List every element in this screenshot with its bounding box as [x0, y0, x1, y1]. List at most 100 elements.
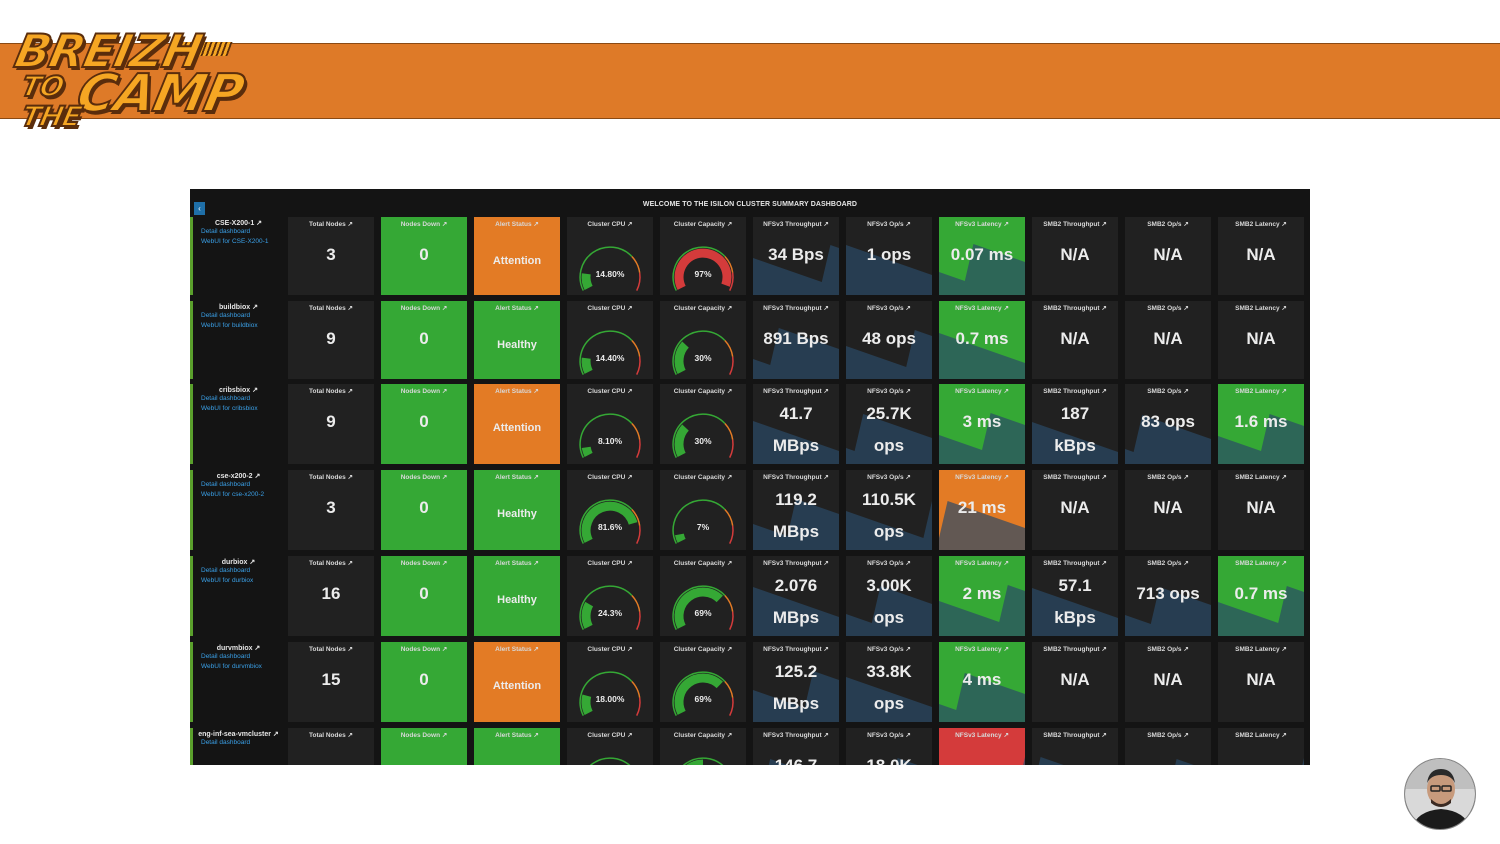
nfs-latency-panel[interactable]: 21 ms NFSv3 Latency ↗ [939, 470, 1025, 550]
nfs-ops-panel[interactable]: 1 ops NFSv3 Op/s ↗ [846, 217, 932, 295]
webui-link[interactable]: WebUI for buildbiox [201, 322, 258, 329]
total-nodes-panel[interactable]: 3 Total Nodes ↗ [288, 217, 374, 295]
alert-status-panel[interactable]: Attention Alert Status ↗ [474, 384, 560, 464]
cluster-capacity-panel[interactable]: Cluster Capacity ↗ [660, 728, 746, 765]
smb-latency-panel[interactable]: SMB2 Latency ↗ [1218, 728, 1304, 765]
total-nodes-panel[interactable]: Total Nodes ↗ [288, 728, 374, 765]
alert-status-panel[interactable]: Attention Alert Status ↗ [474, 217, 560, 295]
smb-latency-panel[interactable]: N/A SMB2 Latency ↗ [1218, 301, 1304, 379]
smb-latency-panel[interactable]: N/A SMB2 Latency ↗ [1218, 217, 1304, 295]
nfs-ops-panel[interactable]: 3.00K ops NFSv3 Op/s ↗ [846, 556, 932, 636]
alert-status-panel[interactable]: Healthy Alert Status ↗ [474, 470, 560, 550]
nfs-ops-panel[interactable]: 110.5K ops NFSv3 Op/s ↗ [846, 470, 932, 550]
total-nodes-panel[interactable]: 9 Total Nodes ↗ [288, 384, 374, 464]
nfs-latency-panel[interactable]: NFSv3 Latency ↗ [939, 728, 1025, 765]
smb-throughput-panel[interactable]: N/A SMB2 Throughput ↗ [1032, 642, 1118, 722]
nodes-down-panel[interactable]: Nodes Down ↗ [381, 728, 467, 765]
smb-ops-panel[interactable]: N/A SMB2 Op/s ↗ [1125, 470, 1211, 550]
cluster-cpu-panel[interactable]: 81.6% Cluster CPU ↗ [567, 470, 653, 550]
cluster-cpu-panel[interactable]: 18.00% Cluster CPU ↗ [567, 642, 653, 722]
nodes-down-panel[interactable]: 0 Nodes Down ↗ [381, 384, 467, 464]
nfs-ops-panel[interactable]: 25.7K ops NFSv3 Op/s ↗ [846, 384, 932, 464]
total-nodes-panel[interactable]: 9 Total Nodes ↗ [288, 301, 374, 379]
cluster-name[interactable]: eng-inf-sea-vmcluster ↗ [198, 731, 279, 738]
webui-link[interactable]: WebUI for CSE-X200-1 [201, 238, 269, 245]
total-nodes-panel[interactable]: 15 Total Nodes ↗ [288, 642, 374, 722]
smb-latency-panel[interactable]: 1.6 ms SMB2 Latency ↗ [1218, 384, 1304, 464]
smb-ops-panel[interactable]: SMB2 Op/s ↗ [1125, 728, 1211, 765]
alert-status-panel[interactable]: Attention Alert Status ↗ [474, 642, 560, 722]
smb-latency-panel[interactable]: 0.7 ms SMB2 Latency ↗ [1218, 556, 1304, 636]
total-nodes-panel[interactable]: 3 Total Nodes ↗ [288, 470, 374, 550]
cluster-name[interactable]: cse-x200-2 ↗ [216, 473, 261, 480]
nfs-throughput-panel[interactable]: 146.7 NFSv3 Throughput ↗ [753, 728, 839, 765]
panel-value: N/A [1060, 498, 1090, 517]
nodes-down-panel[interactable]: 0 Nodes Down ↗ [381, 470, 467, 550]
smb-ops-panel[interactable]: N/A SMB2 Op/s ↗ [1125, 642, 1211, 722]
smb-latency-panel[interactable]: N/A SMB2 Latency ↗ [1218, 470, 1304, 550]
detail-dashboard-link[interactable]: Detail dashboard [201, 395, 251, 402]
nfs-throughput-panel[interactable]: 125.2 MBps NFSv3 Throughput ↗ [753, 642, 839, 722]
alert-status-panel[interactable]: Healthy Alert Status ↗ [474, 556, 560, 636]
nodes-down-panel[interactable]: 0 Nodes Down ↗ [381, 642, 467, 722]
nfs-latency-panel[interactable]: 3 ms NFSv3 Latency ↗ [939, 384, 1025, 464]
webui-link[interactable]: WebUI for durvmbiox [201, 663, 262, 670]
detail-dashboard-link[interactable]: Detail dashboard [201, 228, 251, 235]
cluster-name[interactable]: durbiox ↗ [221, 559, 256, 566]
cluster-cpu-panel[interactable]: 24.3% Cluster CPU ↗ [567, 556, 653, 636]
cluster-capacity-panel[interactable]: 30% Cluster Capacity ↗ [660, 384, 746, 464]
cluster-name[interactable]: cribsbiox ↗ [219, 387, 258, 394]
nfs-ops-panel[interactable]: 18.0K NFSv3 Op/s ↗ [846, 728, 932, 765]
smb-ops-panel[interactable]: 83 ops SMB2 Op/s ↗ [1125, 384, 1211, 464]
nfs-latency-panel[interactable]: 0.7 ms NFSv3 Latency ↗ [939, 301, 1025, 379]
smb-ops-panel[interactable]: N/A SMB2 Op/s ↗ [1125, 301, 1211, 379]
detail-dashboard-link[interactable]: Detail dashboard [201, 739, 251, 746]
cluster-cpu-panel[interactable]: 14.40% Cluster CPU ↗ [567, 301, 653, 379]
smb-throughput-panel[interactable]: 57.1 kBps SMB2 Throughput ↗ [1032, 556, 1118, 636]
smb-throughput-panel[interactable]: SMB2 Throughput ↗ [1032, 728, 1118, 765]
smb-ops-panel[interactable]: N/A SMB2 Op/s ↗ [1125, 217, 1211, 295]
cluster-name[interactable]: durvmbiox ↗ [216, 645, 261, 652]
detail-dashboard-link[interactable]: Detail dashboard [201, 653, 251, 660]
nfs-throughput-panel[interactable]: 34 Bps NFSv3 Throughput ↗ [753, 217, 839, 295]
nfs-latency-panel[interactable]: 0.07 ms NFSv3 Latency ↗ [939, 217, 1025, 295]
webui-link[interactable]: WebUI for durbiox [201, 577, 254, 584]
cluster-name[interactable]: buildbiox ↗ [219, 304, 258, 311]
smb-throughput-panel[interactable]: N/A SMB2 Throughput ↗ [1032, 217, 1118, 295]
webui-link[interactable]: WebUI for cribsbiox [201, 405, 258, 412]
nfs-throughput-panel[interactable]: 2.076 MBps NFSv3 Throughput ↗ [753, 556, 839, 636]
cluster-name[interactable]: CSE-X200-1 ↗ [214, 220, 263, 227]
smb-throughput-panel[interactable]: N/A SMB2 Throughput ↗ [1032, 301, 1118, 379]
smb-throughput-panel[interactable]: 187 kBps SMB2 Throughput ↗ [1032, 384, 1118, 464]
total-nodes-panel[interactable]: 16 Total Nodes ↗ [288, 556, 374, 636]
cluster-cpu-panel[interactable]: Cluster CPU ↗ [567, 728, 653, 765]
cluster-capacity-panel[interactable]: 30% Cluster Capacity ↗ [660, 301, 746, 379]
nfs-ops-panel[interactable]: 33.8K ops NFSv3 Op/s ↗ [846, 642, 932, 722]
cluster-cpu-panel[interactable]: 8.10% Cluster CPU ↗ [567, 384, 653, 464]
detail-dashboard-link[interactable]: Detail dashboard [201, 481, 251, 488]
nfs-latency-panel[interactable]: 2 ms NFSv3 Latency ↗ [939, 556, 1025, 636]
nfs-latency-panel[interactable]: 4 ms NFSv3 Latency ↗ [939, 642, 1025, 722]
cluster-capacity-panel[interactable]: 7% Cluster Capacity ↗ [660, 470, 746, 550]
nfs-throughput-panel[interactable]: 41.7 MBps NFSv3 Throughput ↗ [753, 384, 839, 464]
nodes-down-panel[interactable]: 0 Nodes Down ↗ [381, 556, 467, 636]
cluster-capacity-panel[interactable]: 97% Cluster Capacity ↗ [660, 217, 746, 295]
cluster-row: cse-x200-2 ↗ Detail dashboard WebUI for cs… [190, 470, 1310, 550]
back-button[interactable]: ‹ [194, 202, 205, 215]
alert-status-panel[interactable]: Alert Status ↗ [474, 728, 560, 765]
webui-link[interactable]: WebUI for cse-x200-2 [201, 491, 265, 498]
cluster-capacity-panel[interactable]: 69% Cluster Capacity ↗ [660, 642, 746, 722]
nfs-throughput-panel[interactable]: 891 Bps NFSv3 Throughput ↗ [753, 301, 839, 379]
detail-dashboard-link[interactable]: Detail dashboard [201, 312, 251, 319]
smb-latency-panel[interactable]: N/A SMB2 Latency ↗ [1218, 642, 1304, 722]
detail-dashboard-link[interactable]: Detail dashboard [201, 567, 251, 574]
nfs-throughput-panel[interactable]: 119.2 MBps NFSv3 Throughput ↗ [753, 470, 839, 550]
nodes-down-panel[interactable]: 0 Nodes Down ↗ [381, 217, 467, 295]
nodes-down-panel[interactable]: 0 Nodes Down ↗ [381, 301, 467, 379]
smb-ops-panel[interactable]: 713 ops SMB2 Op/s ↗ [1125, 556, 1211, 636]
alert-status-panel[interactable]: Healthy Alert Status ↗ [474, 301, 560, 379]
smb-throughput-panel[interactable]: N/A SMB2 Throughput ↗ [1032, 470, 1118, 550]
nfs-ops-panel[interactable]: 48 ops NFSv3 Op/s ↗ [846, 301, 932, 379]
cluster-cpu-panel[interactable]: 14.80% Cluster CPU ↗ [567, 217, 653, 295]
cluster-capacity-panel[interactable]: 69% Cluster Capacity ↗ [660, 556, 746, 636]
